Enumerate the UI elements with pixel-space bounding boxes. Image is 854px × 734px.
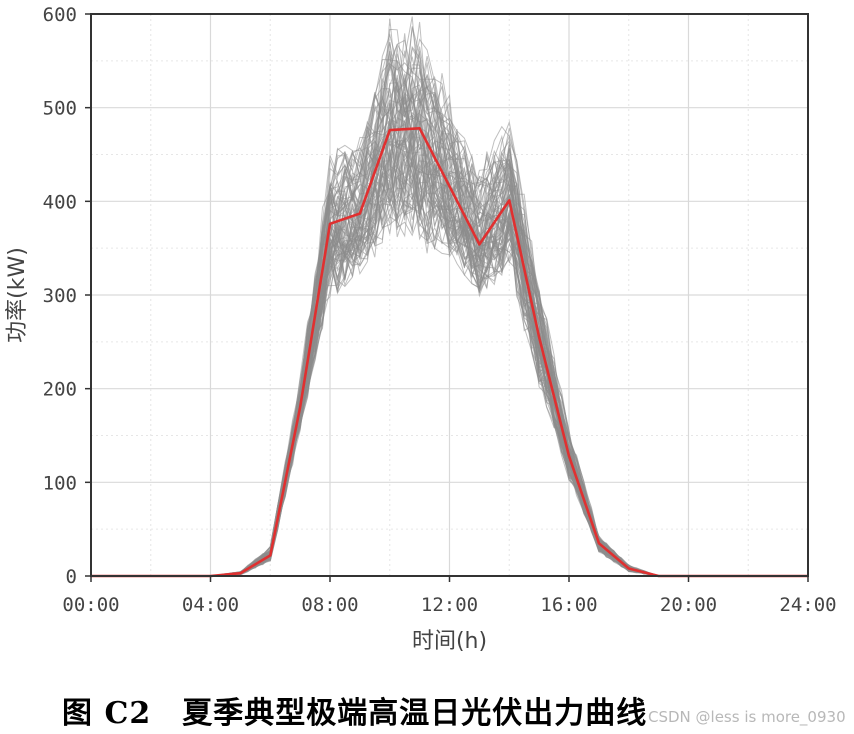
x-tick-label: 12:00	[421, 594, 478, 616]
y-tick-label: 600	[43, 4, 77, 26]
y-tick-label: 200	[43, 379, 77, 401]
x-tick-label: 16:00	[540, 594, 597, 616]
x-tick-label: 24:00	[779, 594, 836, 616]
figure-caption: 图 C2 夏季典型极端高温日光伏出力曲线	[62, 696, 648, 731]
y-tick-label: 500	[43, 98, 77, 120]
y-tick-labels: 0 100 200 300 400 500 600	[43, 4, 91, 588]
watermark: CSDN @less is more_0930	[648, 708, 846, 726]
x-tick-labels: 00:00 04:00 08:00 12:00 16:00 20:00 24:00	[62, 576, 837, 616]
x-axis-label: 时间(h)	[412, 629, 487, 654]
y-tick-label: 400	[43, 191, 77, 213]
y-tick-label: 100	[43, 472, 77, 494]
x-tick-label: 20:00	[660, 594, 717, 616]
y-axis-label: 功率(kW)	[5, 247, 30, 343]
x-tick-label: 00:00	[62, 594, 119, 616]
x-tick-label: 08:00	[301, 594, 358, 616]
y-tick-label: 0	[66, 566, 77, 588]
y-tick-label: 300	[43, 285, 77, 307]
x-tick-label: 04:00	[182, 594, 239, 616]
pv-output-chart: 00:00 04:00 08:00 12:00 16:00 20:00 24:00 0 100…	[5, 4, 837, 654]
